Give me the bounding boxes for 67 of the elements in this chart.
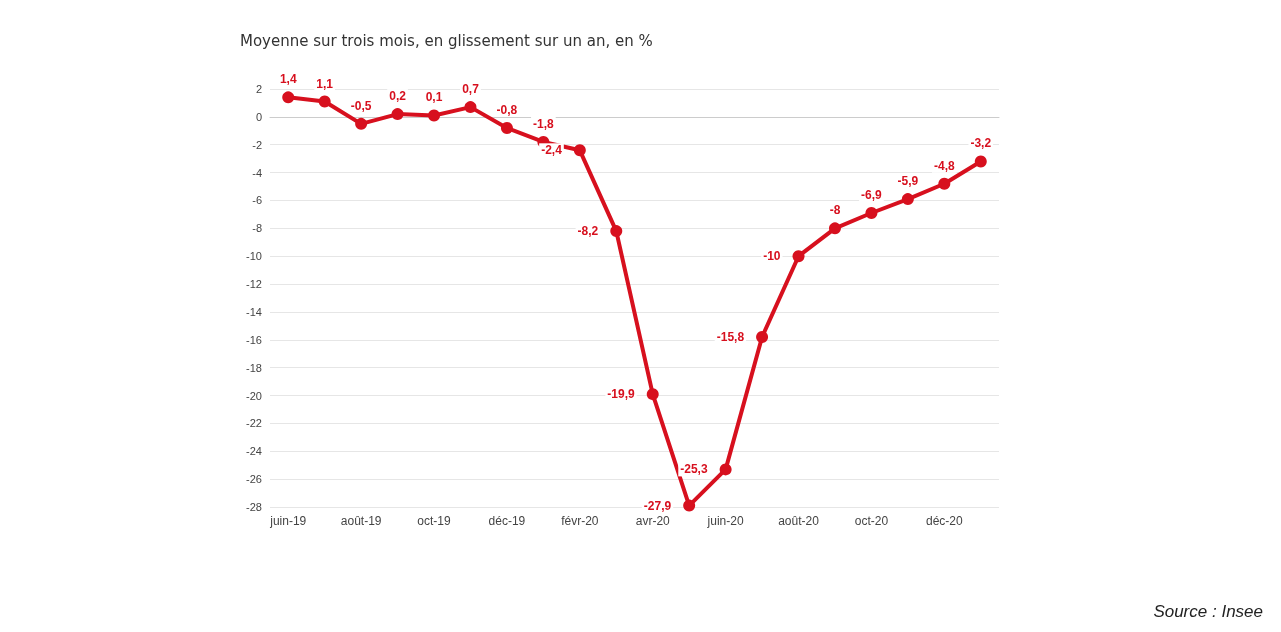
data-label: -10	[763, 249, 781, 264]
point	[901, 193, 914, 206]
point	[391, 108, 404, 121]
x-tick-label: oct-20	[854, 514, 889, 528]
y-tick-label: 2	[255, 83, 262, 95]
data-label: -5,9	[897, 174, 919, 189]
x-tick-label: août-20	[778, 514, 820, 528]
x-tick-label: août-19	[340, 514, 382, 528]
data-label: -1,8	[533, 116, 555, 131]
data-label: -27,9	[643, 498, 672, 513]
point	[792, 250, 805, 263]
point	[610, 225, 623, 238]
data-label: -8,2	[577, 224, 599, 239]
point	[428, 109, 441, 122]
point	[282, 91, 295, 104]
y-tick-label: -10	[246, 250, 262, 263]
x-tick-label: déc-20	[925, 514, 963, 528]
point	[464, 101, 477, 114]
data-label: 0,1	[425, 90, 443, 105]
y-tick-label: -8	[252, 222, 262, 235]
y-tick-label: -12	[246, 278, 262, 291]
data-label: 0,7	[462, 82, 480, 97]
data-label: 0,2	[389, 89, 407, 104]
x-tick-label: juin-20	[706, 514, 744, 528]
y-tick-label: -4	[252, 166, 262, 179]
y-tick-label: -28	[246, 501, 262, 513]
y-tick-label: -22	[246, 417, 262, 430]
data-label: -0,5	[350, 98, 372, 113]
y-tick-label: -14	[246, 305, 262, 318]
x-tick-label: déc-19	[488, 514, 526, 528]
data-label: -6,9	[861, 188, 883, 203]
source-note: Source : Insee	[1153, 602, 1263, 622]
data-label: 1,4	[279, 72, 297, 87]
point	[865, 207, 878, 219]
point	[719, 463, 732, 476]
data-label: -19,9	[607, 387, 636, 402]
data-label: -3,2	[970, 136, 992, 151]
data-label: -4,8	[933, 158, 955, 173]
chart-title: Moyenne sur trois mois, en glissement sur un an, en %	[240, 32, 653, 50]
y-tick-label: -20	[246, 389, 262, 402]
y-tick-label: -2	[252, 138, 262, 151]
data-label: -25,3	[680, 462, 708, 477]
point	[683, 499, 696, 512]
data-label: -8	[829, 203, 841, 218]
x-tick-label: avr-20	[635, 514, 671, 528]
point	[828, 222, 841, 235]
y-tick-label: -16	[246, 333, 262, 346]
y-tick-label: -6	[252, 194, 262, 207]
point	[500, 122, 513, 135]
point	[318, 95, 331, 108]
point	[573, 144, 586, 157]
point	[756, 331, 769, 344]
y-tick-label: -26	[246, 473, 262, 486]
y-tick-label: -18	[246, 361, 262, 374]
y-tick-label: 0	[255, 110, 262, 123]
point	[938, 177, 951, 190]
data-label: -15,8	[716, 330, 745, 345]
y-tick-label: -24	[246, 445, 262, 458]
point	[974, 155, 987, 168]
point	[355, 117, 368, 130]
data-label: 1,1	[316, 76, 334, 91]
data-label: -0,8	[496, 103, 518, 118]
x-tick-label: févr-20	[561, 514, 599, 528]
point	[646, 388, 659, 401]
x-tick-label: oct-19	[417, 514, 452, 528]
data-label: -2,4	[541, 143, 563, 158]
x-tick-label: juin-19	[269, 514, 307, 528]
